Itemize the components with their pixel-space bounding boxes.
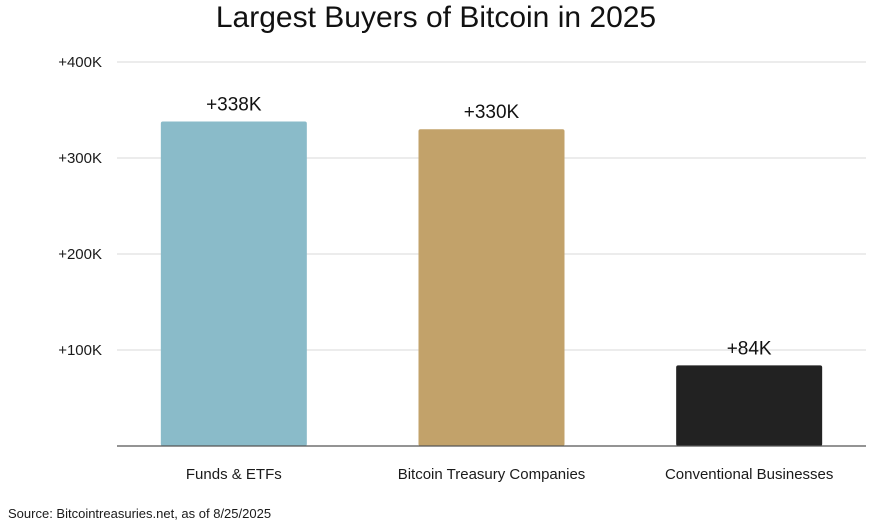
x-category-label: Bitcoin Treasury Companies bbox=[398, 466, 586, 483]
chart-title: Largest Buyers of Bitcoin in 2025 bbox=[215, 1, 657, 34]
y-tick-label: +100K bbox=[58, 342, 102, 359]
bar bbox=[676, 365, 823, 446]
y-tick-label: +400K bbox=[58, 54, 102, 71]
data-label: +330K bbox=[464, 102, 520, 123]
x-category-label: Conventional Businesses bbox=[665, 466, 833, 483]
source-note: Source: Bitcointreasuries.net, as of 8/2… bbox=[8, 506, 272, 521]
y-tick-label: +200K bbox=[58, 246, 102, 263]
data-label: +338K bbox=[206, 95, 262, 116]
y-tick-label: +300K bbox=[58, 150, 102, 167]
bar bbox=[418, 129, 565, 446]
data-label: +84K bbox=[727, 338, 772, 359]
bar bbox=[160, 121, 307, 447]
x-category-label: Funds & ETFs bbox=[186, 466, 282, 483]
